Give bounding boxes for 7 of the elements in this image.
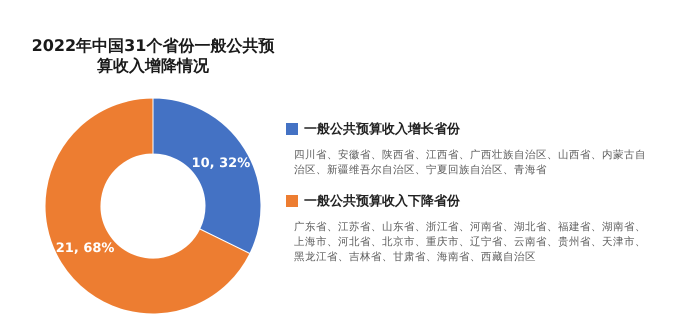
data-label: 10, 32% xyxy=(192,156,250,172)
data-label: 21, 68% xyxy=(56,240,114,256)
chart-title: 2022年中国31个省份一般公共预算收入增降情况 xyxy=(30,36,276,76)
legend-label: 一般公共预算收入增长省份 xyxy=(304,120,460,138)
text: 四川省、安徽省、陕西省、江西省、广西壮族自治区、山西省、内蒙古自治区、新疆维吾尔自治区、宁夏回族自治区、青海省 xyxy=(294,148,647,178)
legend-label: 一般公共预算收入下降省份 xyxy=(304,192,460,210)
text: 广东省、江苏省、山东省、浙江省、河南省、湖北省、福建省、湖南省、上海市、河北省、北京市、重庆市、辽宁省、云南省、贵州省、天津市、黑龙江省、吉林省、甘肃省、海南省、西藏自治区 xyxy=(294,220,647,265)
